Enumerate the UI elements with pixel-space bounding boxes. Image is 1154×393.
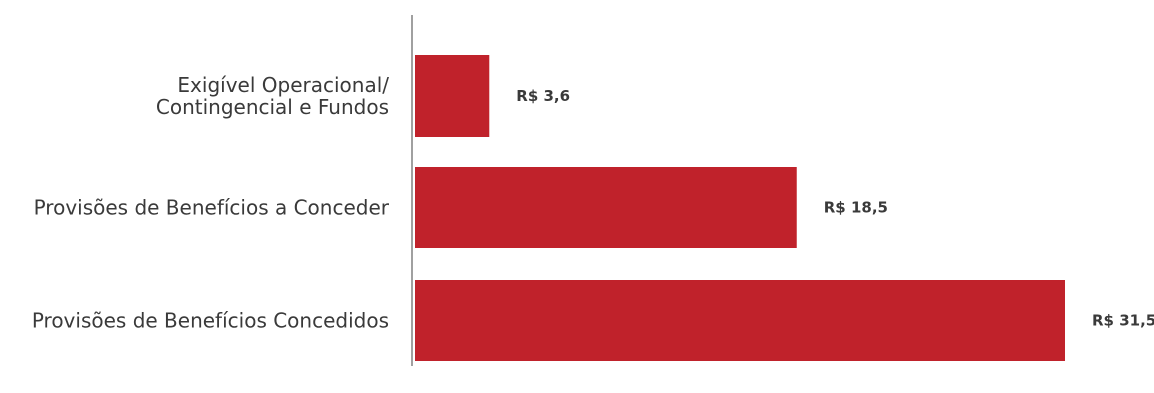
category-label-3: Provisões de Benefícios Concedidos [32,309,389,333]
bars [415,55,1065,361]
category-label-1-line-1: Exigível Operacional/ [177,73,389,97]
bar-1 [415,55,490,137]
category-label-1-line-2: Contingencial e Fundos [156,95,389,119]
category-label-2: Provisões de Benefícios a Conceder [34,196,390,220]
value-label-2: R$ 18,5 [824,199,888,217]
bar-2 [415,167,797,248]
value-label-1: R$ 3,6 [516,87,570,105]
value-label-3: R$ 31,5 [1092,312,1154,330]
bar-3 [415,280,1065,361]
labels: R$ 3,6 Exigível Operacional/Contingencial… [32,73,1154,333]
